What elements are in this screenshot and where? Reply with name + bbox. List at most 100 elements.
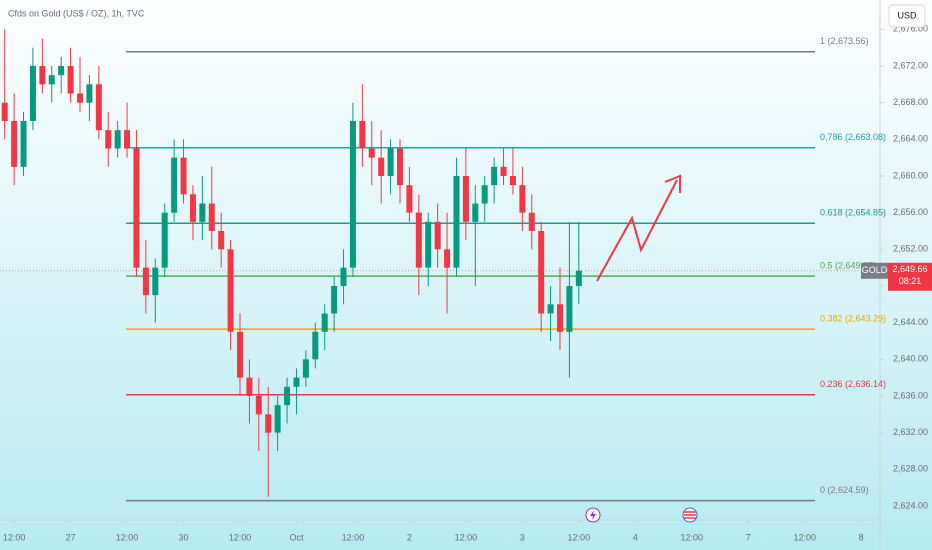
candle-body [491,166,498,186]
candle-body [105,130,112,149]
candle-body [218,230,225,250]
candle-body [77,93,83,103]
candle-body [359,120,366,149]
candle-body [142,267,149,296]
candle-body [302,359,309,378]
candle-body [29,65,36,121]
candle-body [547,304,554,314]
candle-body [58,65,65,76]
candle-body [246,377,253,396]
candle-body [124,130,131,149]
x-tick-label: 2 [407,532,412,542]
candle-body [114,130,121,149]
candle-body [152,267,159,296]
x-tick-label: 8 [859,532,864,542]
y-tick-label: 2,668.00 [893,97,928,107]
candle-body [11,120,18,167]
x-tick-label: 12:00 [793,532,816,542]
candle-body [1,102,8,121]
candle-body [434,221,441,250]
candle-body [397,148,403,186]
candle-body [284,386,291,406]
countdown-label: 08:21 [899,276,922,286]
candle-body [340,267,347,286]
x-tick-label: 12:00 [229,532,252,542]
candle-body [444,249,451,268]
x-tick-label: 3 [520,532,525,542]
x-tick-label: 12:00 [342,532,365,542]
y-tick-label: 2,660.00 [893,170,928,180]
candle-body [557,304,563,332]
candle-body [368,148,375,158]
symbol-box [861,262,888,279]
candle-body [133,148,140,268]
x-tick-label: 12:00 [455,532,478,542]
y-tick-label: 2,628.00 [893,464,928,474]
candle-body [67,65,74,94]
candle-body [387,148,394,176]
candle-body [86,84,93,103]
y-tick-label: 2,640.00 [893,354,928,364]
y-tick-label: 2,636.00 [893,390,928,400]
candle-body [415,212,422,268]
candle-body [472,203,479,222]
candle-body [519,185,526,213]
x-tick-label: 12:00 [116,532,139,542]
x-tick-label: 12:00 [3,532,26,542]
candle-body [180,157,187,195]
candle-body [528,212,535,231]
y-tick-label: 2,672.00 [893,60,928,70]
y-tick-label: 2,632.00 [893,427,928,437]
fib-label: 0 (2,624.59) [820,485,869,495]
price-box [888,262,932,291]
candle-body [171,157,178,213]
x-tick-label: Oct [289,532,304,542]
flag [684,511,696,519]
fib-label: 0.5 (2,649.07) [820,261,876,271]
y-tick-label: 2,652.00 [893,244,928,254]
candle-body [293,377,300,387]
candle-body [575,270,582,286]
candle-body [161,212,168,268]
candle-body [265,414,272,433]
candle-body [321,313,328,332]
chart-title: Cfds on Gold (US$ / OZ), 1h, TVC [8,8,145,18]
fib-label: 0.618 (2,654.85) [820,208,886,218]
candle-body [331,285,338,314]
candle-body [566,285,573,332]
candle-body [189,194,196,222]
currency-button[interactable] [888,4,926,28]
candle-body [349,120,356,268]
candle-body [95,84,102,131]
candle-body [462,175,469,222]
y-tick-label: 2,664.00 [893,134,928,144]
candle-body [509,175,516,186]
candle-body [48,75,55,85]
y-tick-label: 2,676.00 [893,24,928,34]
projection-arrow [596,174,681,282]
candle-body [199,203,206,222]
fib-label: 0.236 (2,636.14) [820,379,886,389]
candle-body [227,249,234,332]
fib-label: 1 (2,673.56) [820,36,869,46]
candle-body [378,157,385,176]
candle-body [481,185,488,204]
candle-body [312,331,319,360]
y-tick-label: 2,656.00 [893,207,928,217]
candle-body [500,166,507,176]
fib-label: 0.382 (2,643.29) [820,314,886,324]
y-tick-label: 2,644.00 [893,317,928,327]
x-tick-label: 12:00 [568,532,591,542]
candle-body [453,175,460,268]
symbol-label: GOLD [862,265,888,275]
candle-body [20,120,27,167]
currency-label: USD [897,10,917,20]
x-tick-label: 30 [179,532,189,542]
x-tick-label: 7 [746,532,751,542]
fib-label: 0.786 (2,663.08) [820,132,886,142]
candle-body [39,65,46,85]
price-label: 2,649.66 [892,264,927,274]
x-tick-label: 4 [633,532,638,542]
